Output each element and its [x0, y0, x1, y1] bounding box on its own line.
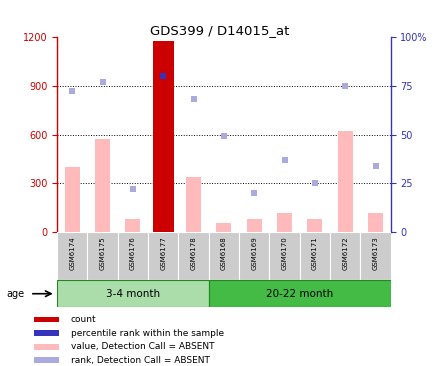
- Point: [280, 157, 287, 163]
- Bar: [34, 358, 59, 363]
- Bar: [64, 167, 80, 232]
- Bar: [186, 177, 201, 232]
- Point: [129, 186, 136, 192]
- Point: [311, 180, 318, 186]
- Text: GSM6171: GSM6171: [311, 236, 317, 270]
- Bar: [360, 232, 390, 280]
- Text: 20-22 month: 20-22 month: [265, 289, 332, 299]
- Bar: [299, 232, 329, 280]
- Bar: [34, 330, 59, 336]
- Text: count: count: [71, 315, 96, 324]
- Text: value, Detection Call = ABSENT: value, Detection Call = ABSENT: [71, 342, 214, 351]
- Text: GSM6175: GSM6175: [99, 236, 105, 270]
- Bar: [208, 232, 239, 280]
- Bar: [216, 223, 231, 232]
- Bar: [246, 219, 261, 232]
- Point: [69, 89, 76, 94]
- Bar: [117, 232, 148, 280]
- Bar: [269, 232, 299, 280]
- Text: GSM6173: GSM6173: [372, 236, 378, 270]
- Text: 3-4 month: 3-4 month: [106, 289, 159, 299]
- Text: percentile rank within the sample: percentile rank within the sample: [71, 329, 223, 337]
- Text: GSM6169: GSM6169: [251, 236, 257, 270]
- Bar: [87, 232, 117, 280]
- Point: [159, 73, 166, 79]
- Bar: [34, 344, 59, 350]
- Bar: [329, 232, 360, 280]
- Point: [250, 190, 257, 196]
- Bar: [178, 232, 208, 280]
- Point: [99, 79, 106, 85]
- Bar: [152, 41, 173, 232]
- Point: [190, 96, 197, 102]
- Bar: [367, 213, 382, 232]
- Bar: [337, 131, 352, 232]
- Text: age: age: [7, 289, 25, 299]
- Text: GSM6168: GSM6168: [220, 236, 226, 270]
- Bar: [57, 232, 87, 280]
- Bar: [208, 280, 390, 307]
- Bar: [57, 280, 208, 307]
- Point: [341, 83, 348, 89]
- Bar: [148, 232, 178, 280]
- Text: GDS399 / D14015_at: GDS399 / D14015_at: [149, 24, 289, 37]
- Point: [220, 134, 227, 139]
- Bar: [95, 139, 110, 232]
- Text: GSM6174: GSM6174: [69, 236, 75, 270]
- Bar: [125, 219, 140, 232]
- Point: [371, 163, 378, 169]
- Text: GSM6170: GSM6170: [281, 236, 287, 270]
- Text: GSM6178: GSM6178: [190, 236, 196, 270]
- Text: GSM6172: GSM6172: [342, 236, 347, 270]
- Bar: [239, 232, 269, 280]
- Text: rank, Detection Call = ABSENT: rank, Detection Call = ABSENT: [71, 356, 209, 365]
- Bar: [276, 213, 291, 232]
- Text: GSM6177: GSM6177: [160, 236, 166, 270]
- Bar: [34, 317, 59, 322]
- Bar: [307, 219, 322, 232]
- Text: GSM6176: GSM6176: [130, 236, 136, 270]
